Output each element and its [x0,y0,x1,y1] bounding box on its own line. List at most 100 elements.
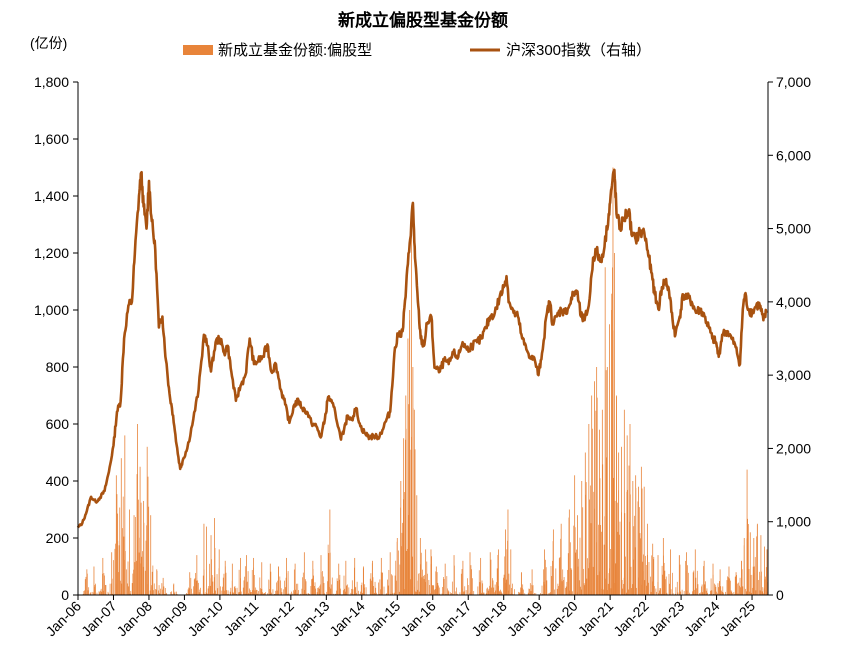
bar [654,585,655,595]
bar [645,555,646,595]
bar [725,591,726,595]
bar [763,593,764,595]
bar [632,584,633,595]
bar [404,492,406,595]
bar [694,589,695,595]
bar [664,570,666,595]
bar [705,581,706,595]
bar [89,593,91,595]
bar-peak [609,324,610,595]
bar [392,592,394,595]
bar [426,561,428,595]
bar-peak [117,540,119,595]
bar [204,593,205,595]
x-tick-label: Jan-15 [362,598,404,640]
bar [346,585,348,595]
bar [481,580,483,595]
bar [739,585,740,595]
bar [558,558,560,595]
bar [300,593,301,595]
bar [96,592,98,595]
bar [229,591,231,595]
bar [522,584,524,595]
bar [255,587,257,595]
bar [323,583,325,595]
bar-peak [354,557,356,595]
bar [745,591,747,595]
bar [584,585,586,595]
bar [593,491,595,595]
bar [714,584,716,595]
bar [257,593,259,595]
bar [634,515,635,595]
bar [438,587,440,595]
bar [672,593,674,595]
bar-peak [189,572,191,595]
bar [408,404,410,595]
bar [489,585,490,595]
bar [122,528,123,595]
bar [720,586,722,595]
legend-bar-label: 新成立基金份额:偏股型 [218,42,372,59]
bar [330,588,332,595]
bar [208,586,210,595]
bar [737,593,739,595]
bar [104,584,106,595]
bar [335,593,337,595]
bar [496,568,498,595]
bar [108,593,110,595]
bar [602,464,604,595]
bar [155,589,157,595]
bar [123,536,125,595]
bar [159,593,161,595]
bar-peak [403,438,405,595]
bar-peak [703,560,705,595]
bar-peak [278,566,279,595]
bar [482,583,484,595]
bar [435,571,437,595]
bar [358,590,359,595]
bar-peak [303,552,305,595]
bar [135,560,137,595]
bar [90,592,92,595]
bar-peak [531,569,533,595]
bar [617,531,619,595]
bar [163,586,165,595]
bar [417,589,419,595]
bar [115,543,116,595]
x-tick-label: Jan-16 [397,598,439,640]
bar [350,592,352,595]
bar [603,589,604,595]
bar-peak [618,452,620,595]
bar [277,580,279,595]
bar [319,585,321,595]
bar [378,593,380,595]
bar-peak [594,381,595,595]
bar [386,593,388,595]
bar [235,588,237,595]
bar [247,581,248,595]
bar [761,591,763,595]
bar [529,583,531,595]
bar [503,577,504,595]
bar [385,593,387,595]
bar [207,588,209,595]
bar [291,591,292,595]
bar [560,538,562,595]
bar [736,575,737,595]
x-tick-label: Jan-22 [610,598,652,640]
bar [679,564,681,595]
bar [388,569,390,595]
bar [574,527,576,595]
bar-peak [552,529,554,595]
bar [356,581,358,595]
bar-peak [416,495,418,595]
bar-peak [584,452,586,595]
bar-peak [507,509,509,595]
bar [731,591,733,595]
bar [378,582,379,595]
bar [269,589,270,595]
left-tick-label: 400 [46,473,70,489]
bar [523,589,524,595]
bar [592,566,594,595]
